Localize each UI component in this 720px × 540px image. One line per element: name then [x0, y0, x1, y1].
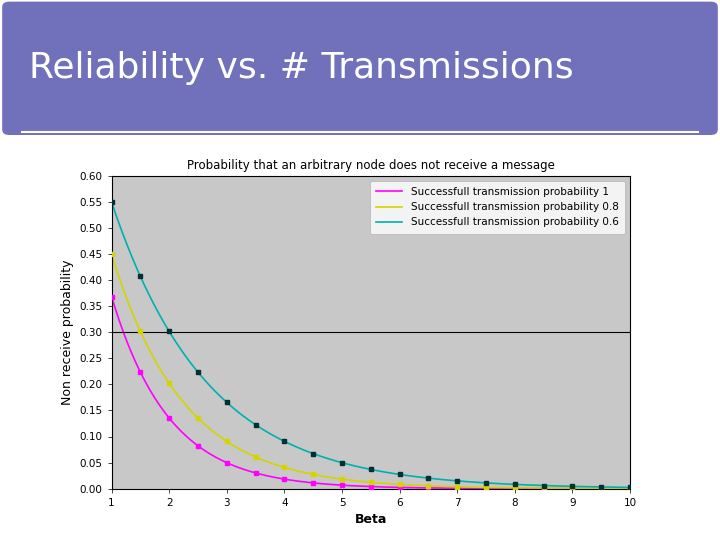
Successfull transmission probability 0.6: [170, 336, 179, 342]
Successfull transmission probability 1: [482, 485, 490, 491]
Text: Probability that an arbitrary node does not receive a message: Probability that an arbitrary node does …: [187, 159, 554, 172]
Successfull transmission probability 1: [276, 475, 285, 482]
Successfull transmission probability 0.6: [626, 484, 634, 491]
FancyBboxPatch shape: [2, 2, 718, 135]
Successfull transmission probability 1: [484, 485, 492, 491]
Line: Successfull transmission probability 1: Successfull transmission probability 1: [112, 296, 630, 489]
Line: Successfull transmission probability 0.8: Successfull transmission probability 0.8: [112, 254, 630, 489]
Successfull transmission probability 0.6: [107, 199, 116, 205]
Successfull transmission probability 1: [107, 293, 116, 300]
Successfull transmission probability 1: [170, 421, 179, 427]
Successfull transmission probability 0.8: [107, 251, 116, 258]
Successfull transmission probability 0.6: [433, 476, 442, 482]
X-axis label: Beta: Beta: [355, 514, 387, 526]
Y-axis label: Non receive probability: Non receive probability: [61, 259, 74, 405]
Successfull transmission probability 0.8: [170, 387, 179, 393]
Successfull transmission probability 0.8: [626, 485, 634, 492]
Text: Reliability vs. # Transmissions: Reliability vs. # Transmissions: [29, 51, 573, 85]
Successfull transmission probability 0.6: [482, 480, 490, 486]
Successfull transmission probability 0.8: [276, 463, 285, 469]
Successfull transmission probability 0.8: [433, 483, 442, 489]
Successfull transmission probability 0.8: [484, 484, 492, 491]
Successfull transmission probability 0.6: [312, 451, 321, 458]
Successfull transmission probability 0.8: [482, 484, 490, 491]
Legend: Successfull transmission probability 1, Successfull transmission probability 0.8: Successfull transmission probability 1, …: [370, 181, 625, 234]
Successfull transmission probability 0.8: [312, 472, 321, 478]
Successfull transmission probability 1: [312, 480, 321, 487]
Line: Successfull transmission probability 0.6: Successfull transmission probability 0.6: [112, 202, 630, 488]
Successfull transmission probability 1: [433, 485, 442, 491]
Successfull transmission probability 1: [626, 485, 634, 492]
Successfull transmission probability 0.6: [276, 436, 285, 443]
Successfull transmission probability 0.6: [484, 480, 492, 487]
